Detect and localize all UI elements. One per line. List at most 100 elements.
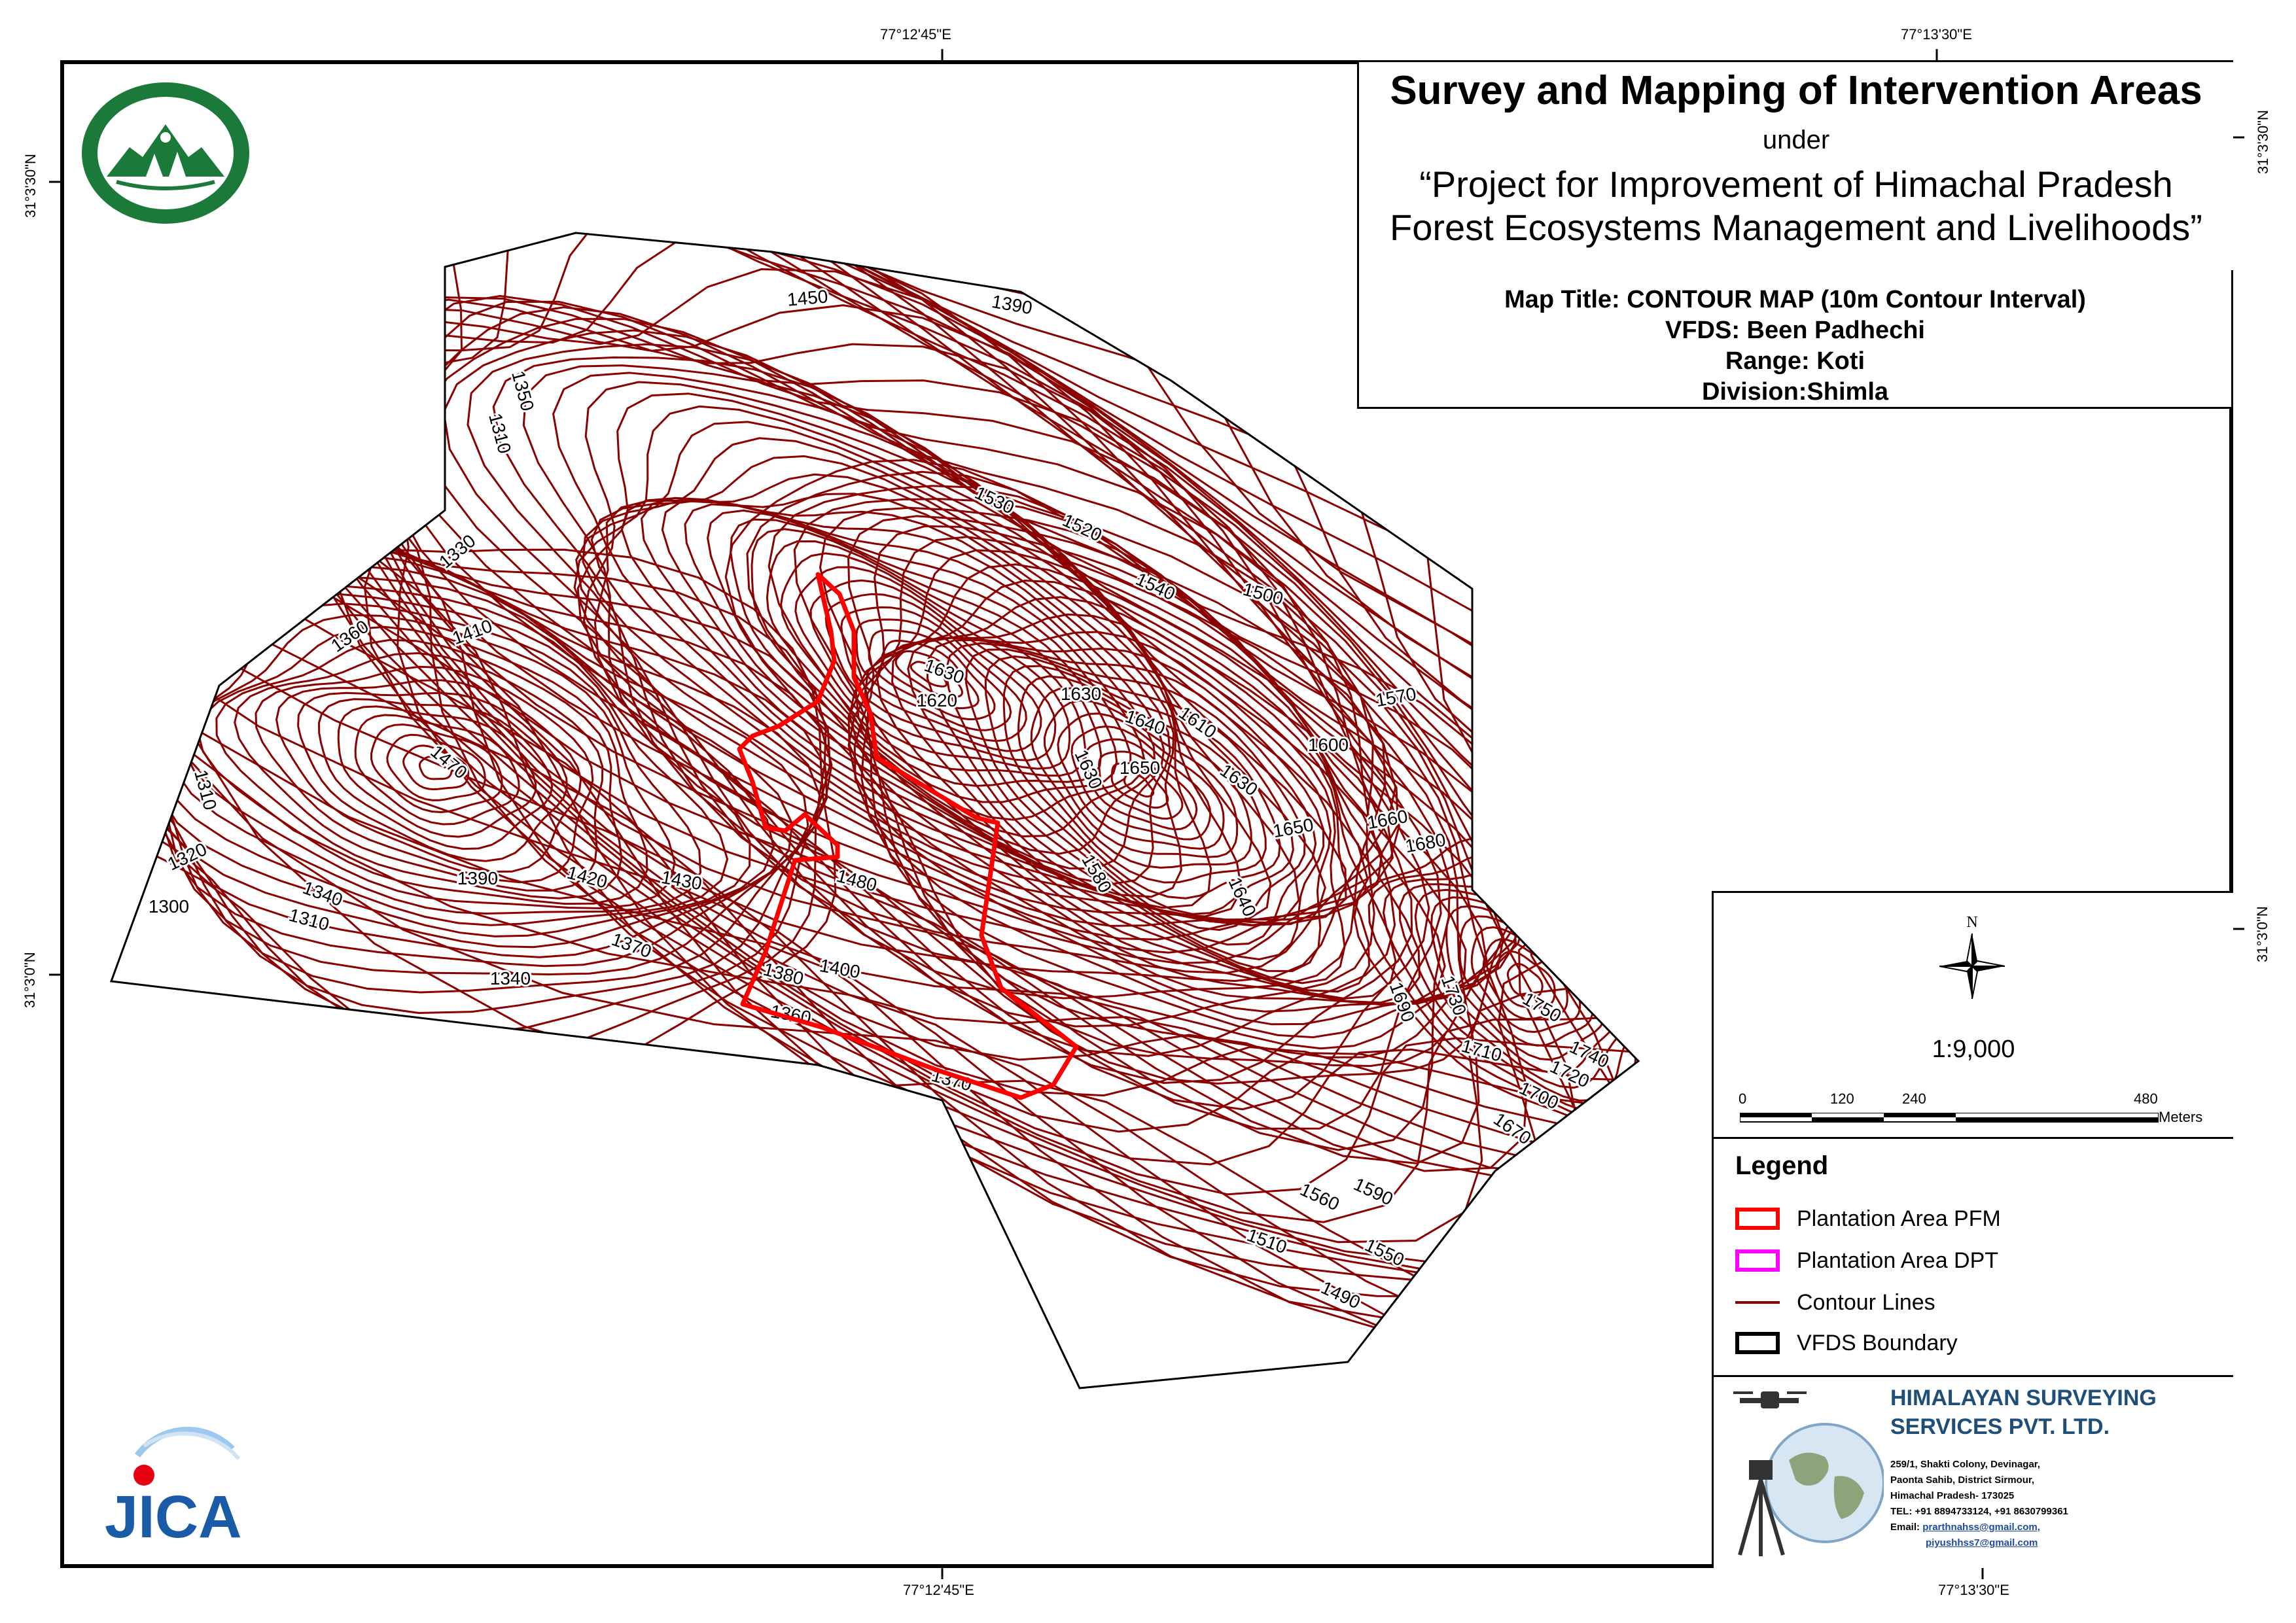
contour-line — [945, 642, 1317, 946]
company-addr-2: Paonta Sahib, District Sirmour, — [1890, 1475, 2035, 1486]
contour-label: 1630 — [1061, 684, 1101, 704]
legend-label-contour: Contour Lines — [1797, 1289, 1935, 1315]
map-title: Map Title: CONTOUR MAP (10m Contour Inte… — [1504, 286, 2086, 313]
project-title: “Project for Improvement of Himachal Pra… — [1359, 163, 2233, 249]
contour-line — [402, 744, 470, 791]
contour-label: 1650 — [1271, 814, 1315, 841]
vfds-boundary — [109, 232, 1640, 1389]
graticule-label-bottom-right: 77°13'30"E — [1938, 1582, 2009, 1598]
contour-label: 1400 — [818, 955, 862, 982]
graticule-label-left-lower: 31°3'0"N — [22, 952, 38, 1008]
contour-line — [275, 679, 582, 873]
company-email-2[interactable]: piyushhss7@gmail.com — [1926, 1537, 2038, 1548]
scale-tick-120: 120 — [1830, 1091, 1854, 1107]
contour-label: 1430 — [660, 867, 703, 894]
contour-line — [1002, 665, 1281, 899]
title-under: under — [1762, 126, 1830, 154]
contour-line — [183, 614, 676, 910]
contour-line — [113, 233, 1638, 1380]
contour-line — [746, 470, 1534, 1068]
graticule-label-top-left: 77°12'45"E — [880, 26, 951, 43]
contour-line — [894, 650, 964, 699]
contour-line — [868, 629, 996, 721]
graticule-ticks — [49, 49, 2244, 1579]
contour-line — [751, 528, 1118, 803]
contour-line — [840, 606, 1027, 742]
north-arrow-icon — [1939, 934, 2005, 999]
jica-logo-text: JICA — [105, 1484, 242, 1547]
contour-line — [1070, 725, 1212, 841]
contour-label: 1590 — [1351, 1174, 1396, 1209]
contour-line — [984, 655, 1294, 915]
contour-line — [855, 618, 1012, 731]
contour-line — [255, 665, 594, 884]
contour-line — [215, 638, 623, 899]
vfds-name: VFDS: Been Padhechi — [1665, 317, 1925, 344]
contour-line — [234, 652, 604, 892]
company-address: 259/1, Shakti Colony, Devinagar, Paonta … — [1890, 1457, 2068, 1551]
contour-line — [881, 639, 980, 710]
contour-label: 1390 — [457, 868, 498, 888]
contour-label: 1750 — [1519, 988, 1564, 1026]
company-name-line1: HIMALAYAN SURVEYING — [1890, 1386, 2157, 1410]
legend-item-dpt: Plantation Area DPT — [1735, 1244, 1998, 1278]
legend-label-vfds: VFDS Boundary — [1797, 1330, 1958, 1355]
company-name-line2: SERVICES PVT. LTD. — [1890, 1414, 2110, 1439]
contour-line — [1110, 762, 1169, 809]
contour-line — [111, 521, 833, 1015]
contour-label: 1570 — [1374, 684, 1418, 710]
contour-line — [864, 579, 1397, 1000]
contour-line — [492, 356, 1400, 965]
contour-line — [354, 714, 520, 826]
legend-item-vfds: VFDS Boundary — [1735, 1326, 1958, 1360]
contour-line — [423, 318, 1386, 1000]
contour-label: 1660 — [1366, 806, 1409, 833]
map-side-panel: N 1:9,000 0 120 240 480 Meters Legend Pl… — [1712, 891, 2233, 1568]
contour-line — [300, 233, 1528, 1172]
legend-swatch-dpt — [1735, 1249, 1780, 1272]
title-block: Survey and Mapping of Intervention Areas… — [1357, 62, 2233, 272]
graticule-label-top-right: 77°13'30"E — [1901, 26, 1972, 43]
contour-line — [111, 530, 828, 994]
contour-line — [552, 372, 1383, 941]
contour-line — [1368, 851, 1638, 1125]
contour-label: 1350 — [508, 368, 538, 413]
contour-label: 1620 — [917, 690, 957, 710]
contour-label: 1480 — [834, 865, 879, 896]
scale-bar — [1740, 1113, 2159, 1123]
contour-line — [582, 381, 1369, 927]
contour-line — [910, 661, 948, 688]
contour-line — [1123, 773, 1155, 798]
contour-line — [964, 648, 1306, 932]
contour-line — [297, 691, 568, 862]
graticule-label-right-upper: 31°3'30"N — [2255, 110, 2271, 174]
legend-swatch-contour — [1735, 1301, 1780, 1304]
range-name: Range: Koti — [1725, 347, 1865, 375]
project-title-line1: “Project for Improvement of Himachal Pra… — [1419, 164, 2173, 205]
company-divider — [1714, 1375, 2233, 1377]
legend-swatch-vfds — [1735, 1332, 1780, 1354]
contour-line — [111, 233, 1638, 1362]
company-addr-3: Himachal Pradesh- 173025 — [1890, 1490, 2015, 1501]
contour-line — [418, 756, 453, 780]
contour-line — [1098, 750, 1184, 820]
company-email-row-2: piyushhss7@gmail.com — [1890, 1535, 2068, 1551]
plantation-area-pfm — [737, 572, 1079, 1100]
legend-label-dpt: Plantation Area DPT — [1797, 1248, 1999, 1273]
contour-line — [370, 723, 503, 814]
company-email-label: Email: — [1890, 1522, 1923, 1533]
contour-label: 1300 — [149, 896, 189, 916]
contour-label: 1310 — [190, 767, 221, 812]
contour-line — [661, 498, 1165, 870]
company-tel: TEL: +91 8894733124, +91 8630799361 — [1890, 1506, 2068, 1517]
scale-units: Meters — [2159, 1109, 2203, 1125]
contour-label: 1520 — [1059, 510, 1105, 545]
contour-line — [768, 485, 1531, 1058]
project-title-line2: Forest Ecosystems Management and Livelih… — [1390, 207, 2202, 248]
contour-label: 1340 — [490, 968, 531, 988]
contour-line — [317, 698, 554, 850]
contour-line — [1030, 687, 1252, 869]
company-email-1[interactable]: prarthnahss@gmail.com, — [1922, 1522, 2040, 1533]
legend-divider — [1714, 1137, 2233, 1139]
